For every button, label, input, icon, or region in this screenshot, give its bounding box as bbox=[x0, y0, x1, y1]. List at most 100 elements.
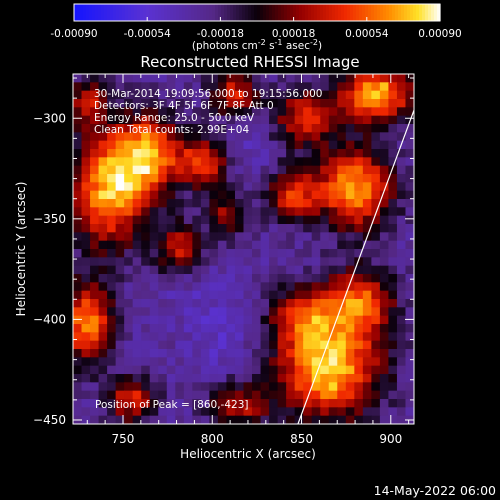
heatmap-cell bbox=[388, 415, 398, 424]
heatmap-cell bbox=[90, 407, 100, 417]
heatmap-cell bbox=[388, 349, 398, 358]
heatmap-cell bbox=[405, 274, 414, 283]
heatmap-cell bbox=[124, 265, 134, 275]
heatmap-cell bbox=[98, 99, 108, 108]
heatmap-cell bbox=[345, 207, 355, 217]
heatmap-cell bbox=[252, 357, 262, 367]
heatmap-cell bbox=[396, 240, 407, 250]
heatmap-cell bbox=[124, 374, 134, 383]
heatmap-cell bbox=[73, 365, 83, 375]
heatmap-cell bbox=[234, 157, 245, 167]
heatmap-cell bbox=[277, 132, 287, 142]
heatmap-cell bbox=[311, 382, 321, 392]
colorbar-cell bbox=[359, 4, 363, 21]
heatmap-cell bbox=[158, 182, 168, 192]
heatmap-cell bbox=[200, 390, 211, 400]
heatmap-cell bbox=[345, 224, 355, 233]
heatmap-cell bbox=[260, 382, 270, 392]
heatmap-cell bbox=[252, 207, 262, 217]
heatmap-cell bbox=[243, 165, 253, 175]
heatmap-cell bbox=[107, 140, 117, 150]
y-axis-label: Heliocentric Y (arcsec) bbox=[14, 182, 28, 317]
heatmap-cell bbox=[166, 357, 176, 367]
heatmap-cell bbox=[371, 149, 381, 158]
heatmap-cell bbox=[115, 240, 125, 250]
heatmap-cell bbox=[405, 357, 414, 367]
heatmap-cell bbox=[269, 190, 279, 200]
heatmap-cell bbox=[90, 107, 100, 117]
heatmap-cell bbox=[200, 315, 211, 325]
heatmap-cell bbox=[192, 357, 202, 367]
heatmap-cell bbox=[115, 340, 125, 350]
heatmap-cell bbox=[124, 249, 134, 258]
colorbar-cell bbox=[275, 4, 279, 21]
heatmap-cell bbox=[362, 190, 372, 200]
heatmap-cell bbox=[107, 232, 117, 242]
colorbar-cell bbox=[167, 4, 171, 21]
heatmap-cell bbox=[192, 240, 202, 250]
heatmap-cell bbox=[396, 390, 407, 400]
heatmap-cell bbox=[209, 290, 219, 300]
heatmap-cell bbox=[73, 90, 83, 100]
heatmap-cell bbox=[405, 340, 414, 350]
heatmap-cell bbox=[311, 124, 321, 133]
colorbar-cell bbox=[353, 4, 357, 21]
heatmap-cell bbox=[337, 365, 347, 375]
colorbar-cell bbox=[113, 4, 117, 21]
heatmap-cell bbox=[388, 232, 398, 242]
heatmap-cell bbox=[269, 407, 279, 417]
heatmap-cell bbox=[158, 82, 168, 92]
heatmap-cell bbox=[124, 90, 134, 100]
heatmap-cell bbox=[141, 157, 151, 167]
heatmap-cell bbox=[311, 174, 321, 183]
heatmap-cell bbox=[98, 332, 108, 342]
heatmap-cell bbox=[388, 249, 398, 258]
heatmap-cell bbox=[234, 307, 245, 317]
heatmap-cell bbox=[158, 290, 168, 300]
heatmap-cell bbox=[396, 365, 407, 375]
heatmap-cell bbox=[234, 107, 245, 117]
heatmap-cell bbox=[405, 390, 414, 400]
heatmap-cell bbox=[337, 349, 347, 358]
heatmap-cell bbox=[73, 149, 83, 158]
heatmap-cell bbox=[345, 399, 355, 408]
colorbar-cell bbox=[284, 4, 288, 21]
info-energy-range: Energy Range: 25.0 - 50.0 keV bbox=[94, 112, 255, 124]
heatmap-cell bbox=[328, 332, 338, 342]
heatmap-cell bbox=[141, 307, 151, 317]
heatmap-cell bbox=[328, 207, 338, 217]
heatmap-cell bbox=[183, 224, 193, 233]
heatmap-cell bbox=[175, 307, 185, 317]
heatmap-cell bbox=[141, 332, 151, 342]
heatmap-cell bbox=[396, 124, 407, 133]
heatmap-cell bbox=[192, 407, 202, 417]
heatmap-cell bbox=[98, 324, 108, 333]
heatmap-cell bbox=[260, 207, 270, 217]
heatmap-cell bbox=[141, 265, 151, 275]
heatmap-cell bbox=[269, 232, 279, 242]
heatmap-cell bbox=[124, 174, 134, 183]
heatmap-cell bbox=[132, 357, 142, 367]
heatmap-cell bbox=[294, 282, 304, 292]
heatmap-cell bbox=[73, 357, 83, 367]
heatmap-cell bbox=[294, 115, 304, 125]
heatmap-cell bbox=[277, 407, 287, 417]
heatmap-cell bbox=[166, 365, 176, 375]
heatmap-cell bbox=[209, 124, 219, 133]
heatmap-cell bbox=[234, 315, 245, 325]
heatmap-cell bbox=[158, 349, 168, 358]
heatmap-cell bbox=[234, 232, 245, 242]
heatmap-cell bbox=[226, 132, 236, 142]
heatmap-cell bbox=[303, 165, 313, 175]
heatmap-cell bbox=[388, 149, 398, 158]
heatmap-cell bbox=[158, 407, 168, 417]
heatmap-cell bbox=[183, 315, 193, 325]
heatmap-cell bbox=[405, 190, 414, 200]
heatmap-cell bbox=[81, 382, 91, 392]
heatmap-cell bbox=[320, 215, 330, 225]
heatmap-cell bbox=[183, 365, 193, 375]
heatmap-cell bbox=[73, 390, 83, 400]
heatmap-cell bbox=[124, 232, 134, 242]
heatmap-cell bbox=[209, 332, 219, 342]
heatmap-cell bbox=[107, 107, 117, 117]
